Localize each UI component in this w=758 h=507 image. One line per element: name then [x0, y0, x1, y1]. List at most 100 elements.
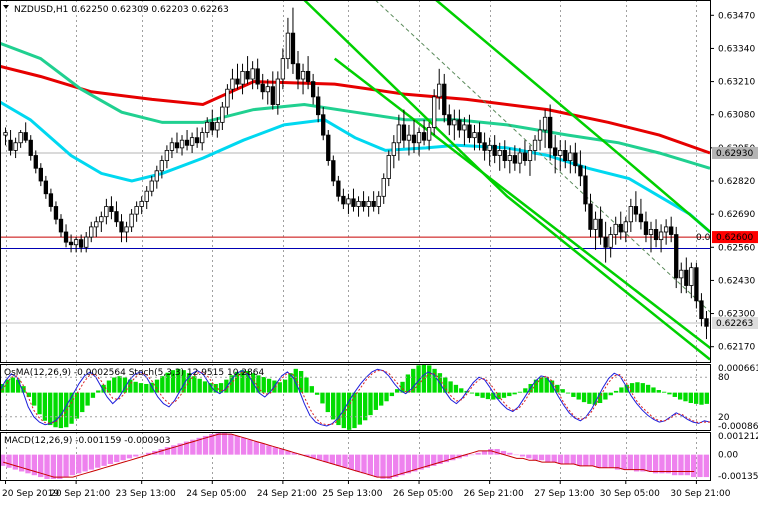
- candle: [48, 188, 54, 212]
- candle-body: [356, 200, 361, 207]
- x-tick-label: 24 Sep 21:00: [257, 489, 317, 499]
- candle-body: [457, 119, 462, 131]
- osma-bar: [608, 392, 613, 396]
- osma-bar: [5, 379, 10, 393]
- osma-bar: [581, 392, 587, 403]
- macd-bar: [234, 435, 240, 455]
- candle: [270, 71, 275, 110]
- osma-bar: [314, 392, 320, 395]
- candle: [225, 84, 230, 115]
- candle: [129, 209, 134, 232]
- candle: [134, 201, 139, 222]
- macd-bar: [38, 454, 44, 478]
- candle-body: [134, 206, 139, 215]
- candle-body: [532, 139, 538, 151]
- osma-bar: [154, 379, 160, 393]
- candle-body: [502, 150, 507, 162]
- macd-bar: [145, 452, 152, 455]
- candle: [492, 135, 497, 164]
- candle-body: [578, 165, 583, 177]
- candle: [169, 137, 175, 159]
- candle-body: [63, 231, 69, 243]
- macd-bar: [367, 454, 374, 476]
- osma-bar: [234, 371, 240, 393]
- candle: [94, 216, 99, 238]
- macd-bar: [665, 454, 671, 474]
- candle-body: [679, 269, 684, 279]
- candle-body: [396, 124, 402, 144]
- osma-bar: [704, 392, 709, 404]
- macd-bar: [329, 454, 335, 464]
- macd-bar: [247, 439, 253, 455]
- osma-bar: [555, 384, 560, 393]
- candle: [245, 56, 250, 85]
- osma-bar: [427, 365, 432, 393]
- candle-body: [376, 195, 381, 207]
- macd-bar: [158, 449, 164, 455]
- candle: [285, 17, 291, 69]
- candle: [603, 221, 608, 263]
- x-tick-label: 25 Sep 13:00: [322, 489, 382, 499]
- candle: [487, 137, 492, 166]
- candle-body: [104, 206, 109, 218]
- osma-bar: [122, 377, 128, 393]
- candle-body: [603, 236, 608, 248]
- candle-body: [648, 229, 654, 235]
- osma-bar: [613, 390, 619, 393]
- candle-body: [401, 124, 407, 141]
- macd-bar: [19, 454, 25, 472]
- osma-bar: [21, 386, 26, 393]
- macd-bar: [462, 454, 469, 457]
- macd-bar: [678, 454, 684, 476]
- candle: [568, 145, 573, 174]
- candle-body: [583, 175, 588, 205]
- osma-bar: [667, 392, 672, 395]
- macd-bar: [412, 454, 418, 472]
- candle-body: [194, 137, 200, 144]
- candle: [532, 135, 538, 161]
- candle-body: [669, 226, 674, 235]
- macd-bar: [633, 454, 640, 472]
- candle-body: [351, 198, 356, 207]
- candle: [684, 257, 689, 294]
- candle: [658, 224, 664, 253]
- candle-body: [628, 206, 634, 223]
- osma-bar: [672, 392, 677, 397]
- candle: [295, 50, 301, 90]
- candle-body: [205, 121, 210, 133]
- osma-bar: [501, 392, 507, 398]
- candle: [608, 226, 613, 258]
- candle: [275, 71, 281, 115]
- candle-body: [174, 142, 180, 149]
- osma-bar: [688, 392, 693, 404]
- osma-bar: [192, 376, 197, 393]
- candle-body: [568, 152, 573, 162]
- candle-body: [547, 116, 553, 149]
- macd-bar: [557, 454, 564, 464]
- candle: [159, 155, 165, 179]
- osma-bar: [549, 380, 555, 393]
- candle-body: [588, 203, 593, 230]
- candle: [164, 145, 170, 169]
- candle: [210, 109, 215, 136]
- osma-bar: [411, 368, 416, 393]
- macd-bar: [215, 432, 221, 455]
- osma-bar: [96, 390, 101, 393]
- macd-bar: [405, 454, 412, 474]
- candle-body: [154, 170, 159, 182]
- macd-bar: [481, 450, 488, 455]
- axes: [0, 0, 714, 484]
- candle: [194, 127, 200, 148]
- grid: [6, 0, 697, 480]
- macd-bar: [253, 441, 259, 455]
- candle: [386, 150, 391, 187]
- candle-body: [310, 81, 316, 98]
- candle: [215, 117, 220, 138]
- candle: [694, 262, 699, 309]
- macd-bar: [259, 443, 266, 455]
- macd-bar: [431, 454, 437, 466]
- candle: [144, 186, 149, 210]
- dropdown-icon[interactable]: [3, 5, 9, 9]
- macd-bar: [221, 432, 228, 455]
